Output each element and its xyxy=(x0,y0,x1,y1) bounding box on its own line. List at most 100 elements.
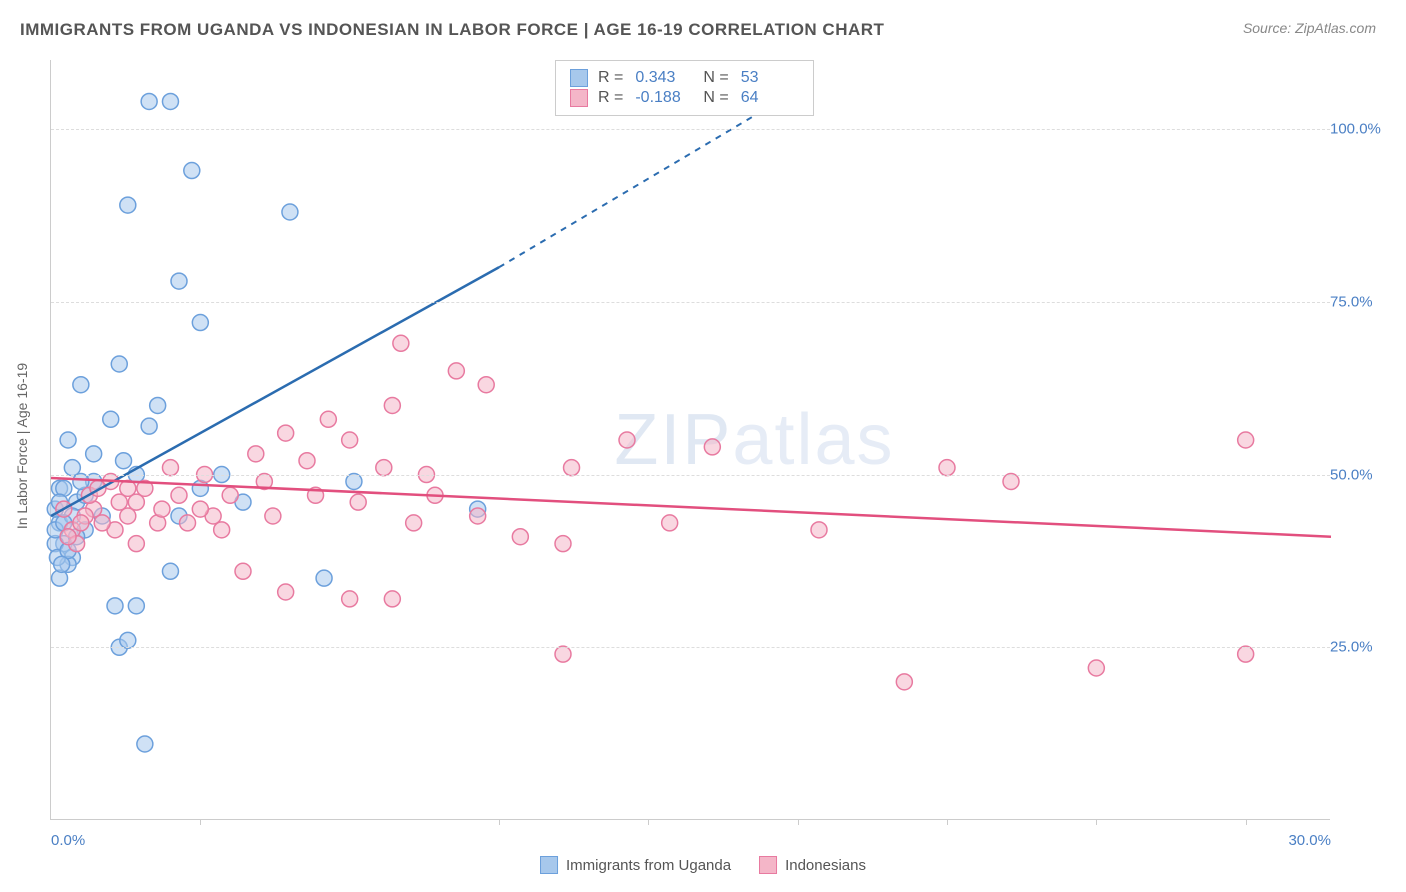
legend-item: Immigrants from Uganda xyxy=(540,856,731,874)
data-point xyxy=(120,197,136,213)
stat-n-label: N = xyxy=(703,89,728,107)
data-point xyxy=(162,93,178,109)
data-point xyxy=(111,494,127,510)
data-point xyxy=(316,570,332,586)
x-tick-mark xyxy=(648,819,649,825)
data-point xyxy=(94,515,110,531)
gridline xyxy=(51,475,1330,476)
data-point xyxy=(376,460,392,476)
data-point xyxy=(384,591,400,607)
data-point xyxy=(60,432,76,448)
data-point xyxy=(162,563,178,579)
data-point xyxy=(214,522,230,538)
data-point xyxy=(103,411,119,427)
gridline xyxy=(51,647,1330,648)
data-point xyxy=(192,315,208,331)
data-point xyxy=(939,460,955,476)
bottom-legend: Immigrants from Uganda Indonesians xyxy=(540,856,866,874)
x-tick-mark xyxy=(499,819,500,825)
legend-swatch xyxy=(540,856,558,874)
data-point xyxy=(141,93,157,109)
y-tick-label: 75.0% xyxy=(1330,293,1388,310)
data-point xyxy=(282,204,298,220)
stat-r-value: 0.343 xyxy=(635,69,693,87)
y-tick-label: 25.0% xyxy=(1330,639,1388,656)
data-point xyxy=(662,515,678,531)
data-point xyxy=(73,377,89,393)
data-point xyxy=(141,418,157,434)
data-point xyxy=(73,515,89,531)
data-point xyxy=(120,632,136,648)
data-point xyxy=(184,163,200,179)
data-point xyxy=(86,446,102,462)
data-point xyxy=(128,536,144,552)
stat-r-label: R = xyxy=(598,69,623,87)
stat-r-value: -0.188 xyxy=(635,89,693,107)
data-point xyxy=(162,460,178,476)
data-point xyxy=(128,598,144,614)
data-point xyxy=(704,439,720,455)
data-point xyxy=(342,591,358,607)
data-point xyxy=(60,529,76,545)
data-point xyxy=(470,508,486,524)
legend-swatch xyxy=(570,69,588,87)
data-point xyxy=(1003,473,1019,489)
data-point xyxy=(564,460,580,476)
plot-svg xyxy=(51,60,1330,819)
stats-row: R = 0.343 N = 53 xyxy=(570,69,799,87)
source-label: Source: ZipAtlas.com xyxy=(1243,20,1376,36)
y-axis-label: In Labor Force | Age 16-19 xyxy=(14,363,30,529)
legend-item: Indonesians xyxy=(759,856,866,874)
data-point xyxy=(278,425,294,441)
data-point xyxy=(222,487,238,503)
data-point xyxy=(107,598,123,614)
legend-label: Immigrants from Uganda xyxy=(566,857,731,874)
data-point xyxy=(320,411,336,427)
data-point xyxy=(235,563,251,579)
data-point xyxy=(154,501,170,517)
x-tick-mark xyxy=(798,819,799,825)
data-point xyxy=(116,453,132,469)
data-point xyxy=(1238,646,1254,662)
trend-line-dashed xyxy=(499,115,755,267)
data-point xyxy=(1238,432,1254,448)
data-point xyxy=(299,453,315,469)
data-point xyxy=(811,522,827,538)
x-tick-label: 30.0% xyxy=(1288,832,1331,849)
gridline xyxy=(51,129,1330,130)
stat-r-label: R = xyxy=(598,89,623,107)
data-point xyxy=(1088,660,1104,676)
gridline xyxy=(51,302,1330,303)
data-point xyxy=(150,397,166,413)
data-point xyxy=(192,501,208,517)
x-tick-mark xyxy=(1246,819,1247,825)
legend-swatch xyxy=(570,89,588,107)
data-point xyxy=(171,273,187,289)
stat-n-label: N = xyxy=(703,69,728,87)
stats-box: R =0.343N =53R =-0.188N =64 xyxy=(555,60,814,116)
data-point xyxy=(350,494,366,510)
data-point xyxy=(448,363,464,379)
data-point xyxy=(278,584,294,600)
data-point xyxy=(342,432,358,448)
data-point xyxy=(137,736,153,752)
data-point xyxy=(54,556,70,572)
x-tick-mark xyxy=(200,819,201,825)
data-point xyxy=(619,432,635,448)
data-point xyxy=(180,515,196,531)
x-tick-mark xyxy=(1096,819,1097,825)
data-point xyxy=(896,674,912,690)
data-point xyxy=(111,356,127,372)
plot-area: ZIPatlas 25.0%50.0%75.0%100.0%0.0%30.0% xyxy=(50,60,1330,820)
chart-container: IMMIGRANTS FROM UGANDA VS INDONESIAN IN … xyxy=(0,0,1406,892)
data-point xyxy=(393,335,409,351)
x-tick-mark xyxy=(947,819,948,825)
chart-title: IMMIGRANTS FROM UGANDA VS INDONESIAN IN … xyxy=(20,20,884,40)
data-point xyxy=(346,473,362,489)
data-point xyxy=(248,446,264,462)
stat-n-value: 53 xyxy=(741,69,799,87)
y-tick-label: 50.0% xyxy=(1330,466,1388,483)
data-point xyxy=(512,529,528,545)
stats-row: R =-0.188N =64 xyxy=(570,89,799,107)
data-point xyxy=(406,515,422,531)
